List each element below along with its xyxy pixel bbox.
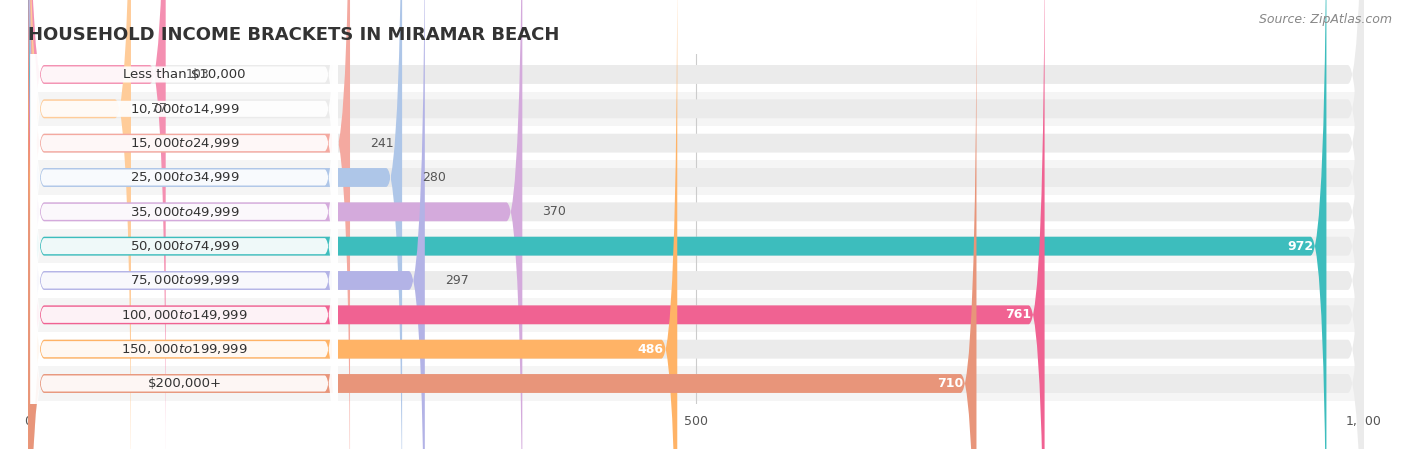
FancyBboxPatch shape [28, 0, 1364, 449]
FancyBboxPatch shape [28, 0, 523, 449]
Text: $35,000 to $49,999: $35,000 to $49,999 [129, 205, 239, 219]
Text: $75,000 to $99,999: $75,000 to $99,999 [129, 273, 239, 287]
FancyBboxPatch shape [28, 0, 1364, 449]
FancyBboxPatch shape [28, 0, 1364, 449]
FancyBboxPatch shape [28, 0, 1364, 449]
FancyBboxPatch shape [28, 0, 1364, 449]
Text: $100,000 to $149,999: $100,000 to $149,999 [121, 308, 247, 322]
Text: $200,000+: $200,000+ [148, 377, 221, 390]
FancyBboxPatch shape [28, 0, 1364, 449]
FancyBboxPatch shape [31, 0, 337, 449]
Text: $10,000 to $14,999: $10,000 to $14,999 [129, 102, 239, 116]
FancyBboxPatch shape [28, 0, 977, 449]
FancyBboxPatch shape [28, 0, 1045, 449]
FancyBboxPatch shape [28, 332, 1364, 366]
FancyBboxPatch shape [28, 126, 1364, 160]
FancyBboxPatch shape [28, 0, 1364, 449]
Text: 761: 761 [1005, 308, 1031, 321]
Text: $50,000 to $74,999: $50,000 to $74,999 [129, 239, 239, 253]
Text: 370: 370 [543, 205, 567, 218]
FancyBboxPatch shape [28, 0, 131, 449]
FancyBboxPatch shape [31, 0, 337, 444]
Text: HOUSEHOLD INCOME BRACKETS IN MIRAMAR BEACH: HOUSEHOLD INCOME BRACKETS IN MIRAMAR BEA… [28, 26, 560, 44]
FancyBboxPatch shape [28, 229, 1364, 263]
Text: 297: 297 [444, 274, 468, 287]
Text: 241: 241 [370, 136, 394, 150]
Text: $150,000 to $199,999: $150,000 to $199,999 [121, 342, 247, 356]
FancyBboxPatch shape [28, 0, 1326, 449]
FancyBboxPatch shape [31, 0, 337, 410]
FancyBboxPatch shape [28, 298, 1364, 332]
FancyBboxPatch shape [28, 0, 402, 449]
Text: Source: ZipAtlas.com: Source: ZipAtlas.com [1258, 13, 1392, 26]
Text: 77: 77 [150, 102, 167, 115]
FancyBboxPatch shape [31, 0, 337, 449]
Text: $15,000 to $24,999: $15,000 to $24,999 [129, 136, 239, 150]
FancyBboxPatch shape [31, 14, 337, 449]
FancyBboxPatch shape [28, 366, 1364, 401]
Text: 280: 280 [422, 171, 446, 184]
FancyBboxPatch shape [28, 92, 1364, 126]
FancyBboxPatch shape [31, 0, 337, 449]
FancyBboxPatch shape [28, 0, 166, 449]
FancyBboxPatch shape [28, 195, 1364, 229]
FancyBboxPatch shape [28, 0, 350, 449]
FancyBboxPatch shape [31, 48, 337, 449]
FancyBboxPatch shape [28, 0, 1364, 449]
Text: 103: 103 [186, 68, 209, 81]
FancyBboxPatch shape [28, 0, 425, 449]
FancyBboxPatch shape [28, 263, 1364, 298]
FancyBboxPatch shape [28, 0, 1364, 449]
Text: 710: 710 [936, 377, 963, 390]
FancyBboxPatch shape [31, 0, 337, 449]
Text: 486: 486 [638, 343, 664, 356]
FancyBboxPatch shape [28, 0, 1364, 449]
Text: 972: 972 [1286, 240, 1313, 253]
FancyBboxPatch shape [31, 0, 337, 449]
FancyBboxPatch shape [28, 0, 678, 449]
Text: $25,000 to $34,999: $25,000 to $34,999 [129, 171, 239, 185]
FancyBboxPatch shape [31, 0, 337, 449]
FancyBboxPatch shape [28, 57, 1364, 92]
FancyBboxPatch shape [28, 160, 1364, 195]
Text: Less than $10,000: Less than $10,000 [124, 68, 246, 81]
